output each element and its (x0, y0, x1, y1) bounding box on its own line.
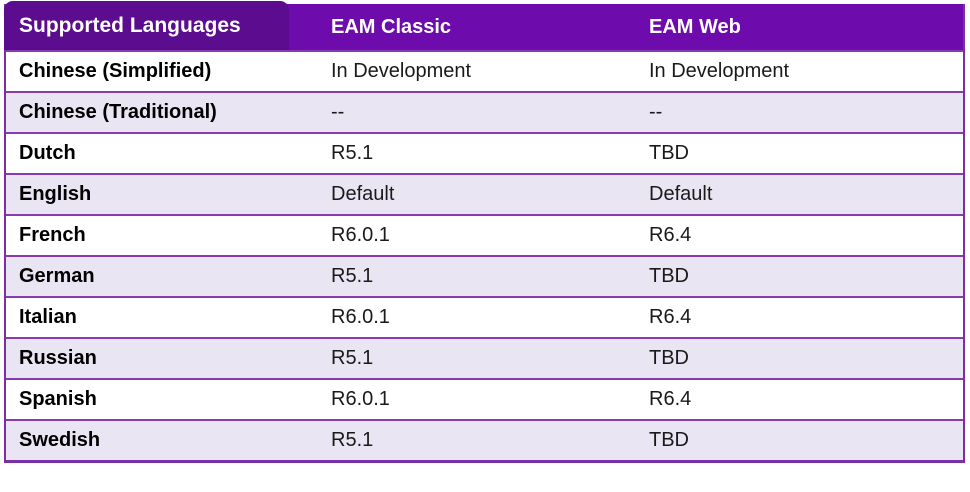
eam-classic-cell: -- (331, 101, 345, 123)
eam-classic-cell: R5.1 (331, 265, 374, 287)
eam-classic-cell: R6.0.1 (331, 306, 390, 328)
column-header-eam-classic: EAM Classic (331, 15, 452, 38)
eam-web-cell: TBD (649, 429, 689, 451)
language-cell: Russian (19, 347, 97, 369)
table-row: French R6.0.1 R6.4 (6, 214, 963, 255)
eam-classic-cell: R6.0.1 (331, 224, 390, 246)
table-header-row: Supported Languages EAM Classic EAM Web (4, 1, 963, 50)
eam-classic-cell: In Development (331, 60, 472, 82)
supported-languages-table: Supported Languages EAM Classic EAM Web … (4, 1, 965, 463)
eam-classic-cell: R5.1 (331, 347, 374, 369)
eam-web-cell: In Development (649, 60, 790, 82)
table-row: Dutch R5.1 TBD (6, 132, 963, 173)
language-cell: French (19, 224, 86, 246)
table-row: German R5.1 TBD (6, 255, 963, 296)
language-cell: German (19, 265, 95, 287)
eam-classic-cell: R5.1 (331, 429, 374, 451)
language-cell: Chinese (Traditional) (19, 101, 217, 123)
language-cell: Dutch (19, 142, 76, 164)
eam-web-cell: TBD (649, 142, 689, 164)
eam-web-cell: R6.4 (649, 388, 692, 410)
table-row: Chinese (Simplified) In Development In D… (6, 50, 963, 91)
eam-web-cell: R6.4 (649, 224, 692, 246)
eam-web-cell: TBD (649, 265, 689, 287)
eam-web-cell: Default (649, 183, 713, 205)
eam-web-cell: R6.4 (649, 306, 692, 328)
table-row: Spanish R6.0.1 R6.4 (6, 378, 963, 419)
eam-web-cell: -- (649, 101, 663, 123)
table-row: Italian R6.0.1 R6.4 (6, 296, 963, 337)
language-cell: Swedish (19, 429, 101, 451)
column-header-supported-languages: Supported Languages (4, 1, 289, 50)
eam-classic-cell: R6.0.1 (331, 388, 390, 410)
table-row: English Default Default (6, 173, 963, 214)
language-cell: Chinese (Simplified) (19, 60, 212, 82)
language-cell: Spanish (19, 388, 97, 410)
language-cell: Italian (19, 306, 77, 328)
table-row: Russian R5.1 TBD (6, 337, 963, 378)
eam-web-cell: TBD (649, 347, 689, 369)
eam-classic-cell: R5.1 (331, 142, 374, 164)
language-cell: English (19, 183, 92, 205)
column-header-eam-web: EAM Web (649, 15, 741, 38)
table-row: Swedish R5.1 TBD (6, 419, 963, 460)
eam-classic-cell: Default (331, 183, 395, 205)
table-row: Chinese (Traditional) -- -- (6, 91, 963, 132)
